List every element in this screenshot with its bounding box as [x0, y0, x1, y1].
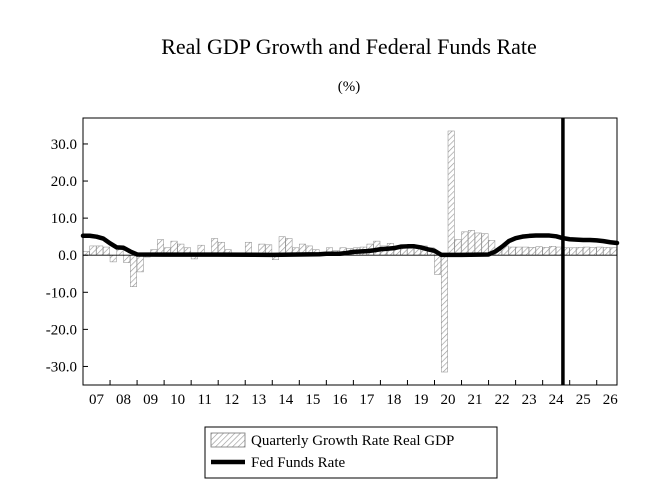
- x-tick-label: 15: [305, 392, 320, 408]
- y-tick-label: 10.0: [51, 211, 77, 227]
- gdp-bar: [542, 247, 550, 256]
- y-tick-label: -20.0: [46, 322, 77, 338]
- gdp-bar: [603, 247, 611, 256]
- gdp-bar: [136, 254, 144, 273]
- gdp-bar: [400, 247, 408, 256]
- x-tick-label: 17: [359, 392, 375, 408]
- y-tick-label: -30.0: [46, 359, 77, 375]
- x-tick-label: 12: [224, 392, 239, 408]
- gdp-bar: [515, 246, 523, 256]
- x-tick-label: 08: [116, 392, 131, 408]
- gdp-bar: [589, 247, 597, 256]
- gdp-bar: [569, 247, 577, 256]
- y-tick-label: 20.0: [51, 174, 77, 190]
- gdp-bar: [109, 254, 117, 263]
- gdp-bar: [522, 246, 529, 256]
- x-tick-label: 13: [251, 392, 266, 408]
- x-tick-label: 11: [197, 392, 211, 408]
- legend: Quarterly Growth Rate Real GDP Fed Funds…: [204, 426, 498, 479]
- gdp-bar: [474, 232, 482, 256]
- gdp-bar: [596, 246, 604, 256]
- gdp-bar: [441, 254, 448, 373]
- gdp-bar: [468, 230, 475, 256]
- gdp-bar: [535, 246, 543, 256]
- gdp-bar: [582, 246, 590, 256]
- fed-funds-line: [80, 233, 620, 258]
- y-tick-label: 30.0: [51, 137, 77, 153]
- gdp-bar: [549, 246, 557, 256]
- gdp-bar: [447, 130, 455, 256]
- x-tick-label: 09: [143, 392, 158, 408]
- x-tick-label: 14: [278, 392, 294, 408]
- gdp-bar: [89, 245, 97, 256]
- gdp-bar: [508, 246, 516, 256]
- x-axis: 07 08 09 10 11 12 13 14 15 16 17 18 19 20 21 22 23 24 25 26: [82, 380, 619, 408]
- gdp-bar: [103, 246, 110, 256]
- plot-frame: [82, 117, 618, 386]
- gdp-bar: [278, 236, 286, 256]
- x-tick-label: 26: [603, 392, 619, 408]
- gdp-bar: [609, 247, 617, 256]
- gdp-bar: [96, 245, 104, 256]
- gdp-bar: [576, 247, 584, 256]
- chart-title: Real GDP Growth and Federal Funds Rate: [161, 34, 537, 59]
- gdp-bar: [82, 251, 90, 256]
- y-axis: 30.0 20.0 10.0 0.0 -10.0 -20.0 -30.0: [46, 137, 88, 375]
- x-tick-label: 22: [495, 392, 510, 408]
- gdp-bar: [481, 233, 489, 256]
- x-tick-label: 23: [522, 392, 537, 408]
- gdp-bar: [461, 231, 469, 256]
- gdp-bar: [528, 247, 536, 256]
- gdp-bar: [434, 254, 442, 275]
- gdp-bar: [123, 254, 131, 263]
- x-tick-label: 24: [549, 392, 565, 408]
- chart-subtitle: (%): [338, 79, 361, 95]
- legend-label-gdp: Quarterly Growth Rate Real GDP: [251, 433, 454, 449]
- x-tick-label: 21: [468, 392, 483, 408]
- legend-box: [204, 426, 498, 479]
- legend-label-fed: Fed Funds Rate: [251, 455, 346, 471]
- legend-swatch-gdp: [210, 432, 246, 448]
- y-tick-label: -10.0: [46, 285, 77, 301]
- x-tick-label: 16: [332, 392, 348, 408]
- x-tick-label: 07: [89, 392, 105, 408]
- gdp-bar: [130, 254, 137, 287]
- x-tick-label: 20: [441, 392, 456, 408]
- y-tick-label: 0.0: [58, 248, 77, 264]
- x-tick-label: 19: [413, 392, 428, 408]
- x-tick-label: 25: [576, 392, 591, 408]
- x-tick-label: 10: [170, 392, 185, 408]
- x-tick-label: 18: [386, 392, 401, 408]
